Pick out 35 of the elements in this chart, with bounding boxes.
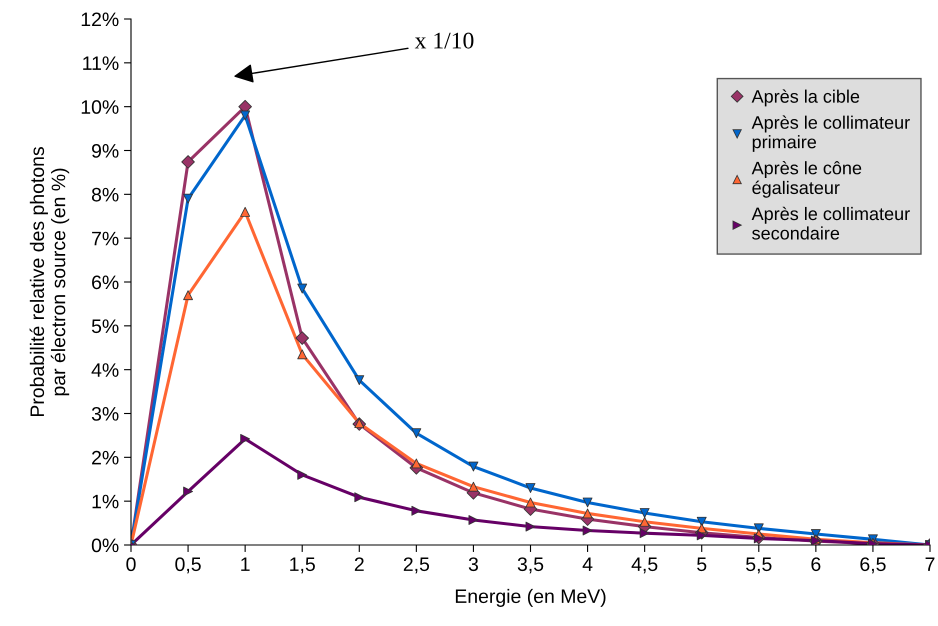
y-tick-label: 12%: [82, 12, 119, 26]
y-tick-label: 8%: [92, 188, 119, 202]
y-tick-label: 7%: [92, 232, 119, 246]
x-tick-label: 2,5: [404, 557, 430, 574]
y-tick-label: 6%: [92, 275, 119, 290]
y-tick-label: 11%: [83, 56, 119, 70]
y-tick-label: 5%: [92, 319, 119, 334]
x-tick-label: 4: [582, 558, 592, 571]
legend-label: Après le cône égalisateur: [752, 160, 862, 198]
x-tick-label: 2: [354, 557, 364, 571]
y-tick-label: 2%: [92, 450, 119, 464]
x-tick-label: 5,5: [746, 558, 772, 574]
legend-label: Après la cible: [752, 89, 860, 106]
x-tick-label: 4,5: [632, 558, 658, 574]
x-tick-label: 1,5: [290, 558, 315, 574]
legend-label: Après le collimateur primaire: [752, 115, 910, 152]
y-tick-label: 1%: [92, 494, 119, 508]
x-tick-label: 6: [811, 557, 820, 572]
y-tick-label: 3%: [92, 406, 119, 421]
x-tick-label: 3,5: [518, 557, 544, 574]
y-tick-label: 10%: [82, 100, 119, 114]
x-tick-label: 7: [926, 558, 934, 571]
x-tick-label: 5: [697, 558, 706, 572]
y-tick-label: 0%: [92, 538, 119, 552]
x-tick-label: 6,5: [860, 557, 886, 574]
y-tick-label: 9%: [92, 144, 119, 158]
x-axis-title: Energie (en MeV): [456, 588, 606, 607]
y-tick-label: 4%: [92, 363, 119, 377]
x-tick-label: 3: [468, 557, 478, 572]
x-tick-label: 0,5: [175, 557, 201, 574]
legend-label: Après le collimateur secondaire: [752, 206, 910, 240]
y-axis-title: Probabilité relative des photons par électron source (en %): [30, 147, 70, 416]
x-tick-label: 0: [126, 557, 136, 572]
annotation: x 1/10: [414, 32, 474, 49]
x-tick-label: 1: [241, 558, 250, 571]
